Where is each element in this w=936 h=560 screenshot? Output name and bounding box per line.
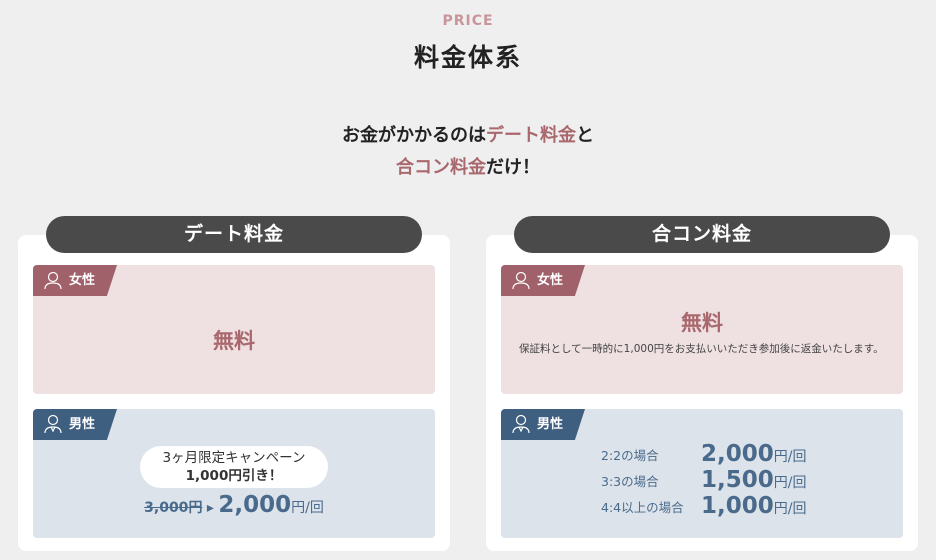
lead-highlight: 合コン料金 — [396, 157, 486, 178]
lead-part: お金がかかるのは — [342, 125, 486, 146]
female-price: 無料 — [213, 329, 255, 353]
card-title: デート料金 — [46, 216, 422, 253]
lead-part: だけ！ — [486, 157, 540, 178]
tag-label: 女性 — [537, 273, 564, 288]
row-price: 1,500 — [701, 467, 774, 493]
row-unit: 円/回 — [773, 449, 807, 465]
campaign-amount: 1,000 — [185, 468, 229, 484]
price-row: 4:4以上の場合 1,000円/回 — [601, 493, 901, 519]
male-tag: 男性 — [501, 409, 585, 440]
date-price-card: デート料金 女性 無料 男性 3ヶ月限定キャンペーン 1,000円引き！ 3,0… — [18, 216, 450, 551]
campaign-title: 3ヶ月限定キャンペーン — [162, 450, 306, 466]
goukon-price-card: 合コン料金 女性 無料 保証料として一時的に1,000円をお支払いいただき参加後… — [486, 216, 918, 551]
price-row: 3:3の場合 1,500円/回 — [601, 467, 901, 493]
price-row: 2:2の場合 2,000円/回 — [601, 441, 901, 467]
female-price: 無料 — [681, 311, 723, 335]
male-tag: 男性 — [33, 409, 117, 440]
row-price: 2,000 — [701, 441, 774, 467]
new-price: 2,000 — [218, 492, 292, 518]
page-title: 料金体系 — [413, 43, 522, 72]
row-label: 4:4以上の場合 — [601, 500, 684, 515]
male-price-box: 男性 3ヶ月限定キャンペーン 1,000円引き！ 3,000円 ▸ 2,000円… — [33, 409, 435, 538]
female-price-box: 女性 無料 保証料として一時的に1,000円をお支払いいただき参加後に返金いたし… — [501, 265, 903, 394]
row-label: 2:2の場合 — [601, 448, 659, 463]
row-label: 3:3の場合 — [601, 474, 659, 489]
lead-text: お金がかかるのはデート料金と 合コン料金だけ！ — [0, 120, 936, 184]
old-price: 3,000 — [144, 500, 189, 516]
campaign-badge: 3ヶ月限定キャンペーン 1,000円引き！ — [140, 446, 328, 488]
female-price-box: 女性 無料 — [33, 265, 435, 394]
lead-highlight: デート料金 — [486, 125, 576, 146]
card-title: 合コン料金 — [514, 216, 890, 253]
male-price: 3,000円 ▸ 2,000円/回 — [33, 492, 435, 518]
female-tag: 女性 — [33, 265, 117, 296]
price-unit: 円/回 — [291, 500, 324, 516]
tag-label: 女性 — [69, 273, 96, 288]
female-user-icon — [512, 271, 530, 290]
row-unit: 円/回 — [773, 501, 807, 517]
arrow-icon: ▸ — [206, 500, 214, 516]
lead-part: と — [576, 125, 594, 146]
tag-label: 男性 — [537, 417, 564, 432]
row-price: 1,000 — [701, 493, 774, 519]
male-user-icon — [512, 414, 530, 434]
tag-label: 男性 — [69, 417, 96, 432]
male-price-box: 男性 2:2の場合 2,000円/回 3:3の場合 1,500円/回 4:4以上の場… — [501, 409, 903, 538]
male-user-icon — [44, 414, 62, 434]
row-unit: 円/回 — [773, 475, 807, 491]
female-tag: 女性 — [501, 265, 585, 296]
old-unit: 円 — [188, 500, 203, 516]
deposit-note: 保証料として一時的に1,000円をお支払いいただき参加後に返金いたします。 — [519, 343, 884, 355]
campaign-rest: 円引き！ — [228, 468, 283, 484]
section-eyebrow: PRICE — [442, 13, 494, 29]
female-user-icon — [44, 271, 62, 290]
